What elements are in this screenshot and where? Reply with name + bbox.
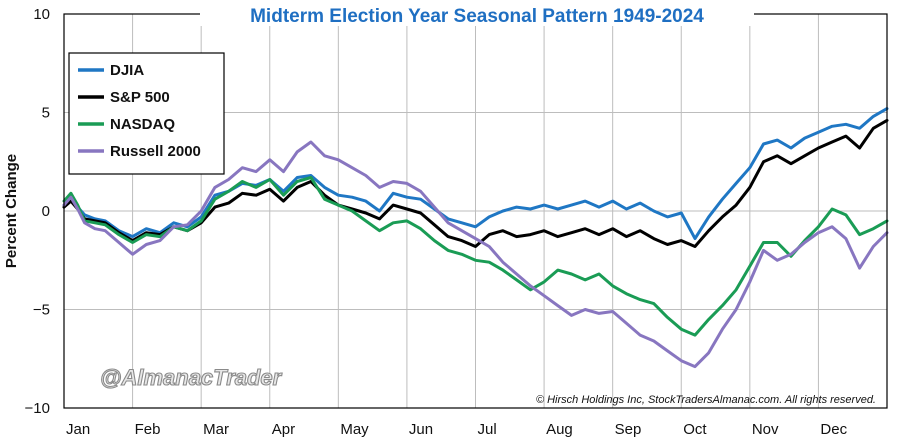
y-tick-label: 0 [42, 203, 50, 220]
y-tick-label: 10 [33, 6, 50, 23]
copyright-annotation: © Hirsch Holdings Inc, StockTradersAlman… [536, 394, 876, 406]
x-tick-label: Sep [615, 421, 642, 438]
y-tick-labels: 10 5 0 −5 −10 [25, 6, 50, 417]
chart-title: Midterm Election Year Seasonal Pattern 1… [250, 6, 704, 27]
x-tick-label: Oct [683, 421, 707, 438]
legend-label: S&P 500 [110, 89, 170, 106]
legend-label: NASDAQ [110, 116, 175, 133]
series-layer [62, 107, 889, 369]
x-tick-label: Jan [66, 421, 90, 438]
x-tick-label: Nov [752, 421, 779, 438]
x-tick-label: Jul [478, 421, 497, 438]
legend-label: Russell 2000 [110, 143, 201, 160]
y-tick-label: −5 [33, 302, 50, 319]
legend-label: DJIA [110, 62, 144, 79]
x-tick-label: Jun [409, 421, 433, 438]
x-tick-label: Apr [272, 421, 295, 438]
y-axis-label: Percent Change [3, 154, 20, 268]
series-line-nasdaq [62, 176, 889, 337]
legend: DJIA S&P 500 NASDAQ Russell 2000 [68, 52, 225, 175]
x-tick-label: Mar [203, 421, 229, 438]
legend-box [68, 52, 225, 175]
series-line-djia [62, 107, 889, 241]
title-backdrop [200, 4, 754, 26]
x-tick-label: Dec [820, 421, 847, 438]
y-tick-label: −10 [25, 400, 50, 417]
x-tick-label: Feb [135, 421, 161, 438]
x-tick-label: Aug [546, 421, 573, 438]
x-tick-labels: Jan Feb Mar Apr May Jun Jul Aug Sep Oct Nov Dec [66, 421, 848, 438]
series-line-russell-2000 [62, 140, 889, 369]
x-tick-label: May [340, 421, 369, 438]
watermark-text: @AlmanacTrader [100, 365, 283, 390]
y-tick-label: 5 [42, 105, 50, 122]
